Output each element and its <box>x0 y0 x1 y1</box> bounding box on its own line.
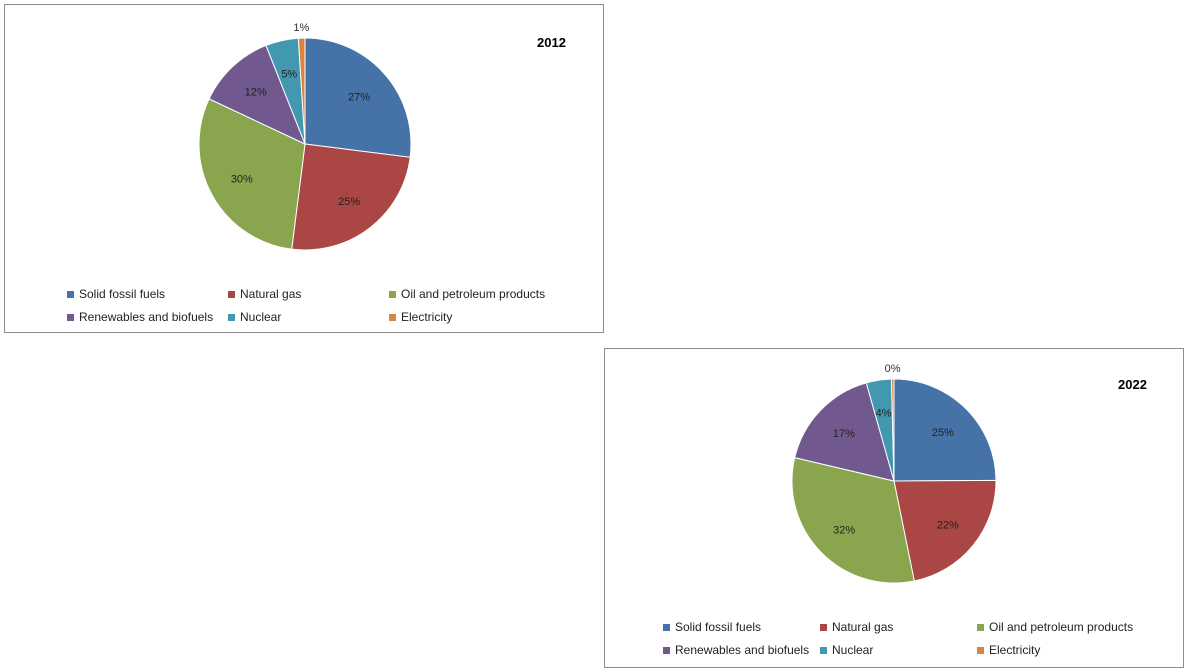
legend-swatch <box>820 646 827 654</box>
legend-label: Solid fossil fuels <box>79 287 166 301</box>
slice-2022-electricity <box>890 378 895 482</box>
legend-item-2022-electricity: Electricity <box>977 643 1040 657</box>
slice-2022-solid-fossil-fuels <box>893 378 997 482</box>
legend-label: Electricity <box>989 643 1041 657</box>
legend-item-2012-solid-fossil-fuels: Solid fossil fuels <box>67 287 165 301</box>
data-label-2012-oil-and-petroleum-products: 30% <box>231 174 253 186</box>
legend-item-2012-electricity: Electricity <box>389 310 452 324</box>
data-label-2012-electricity: 1% <box>293 22 309 34</box>
legend-item-2012-nuclear: Nuclear <box>228 310 281 324</box>
legend-label: Nuclear <box>240 310 282 324</box>
legend-swatch <box>67 313 74 321</box>
slice-2022-renewables-and-biofuels <box>794 382 895 482</box>
legend-label: Natural gas <box>832 620 894 634</box>
data-label-2022-renewables-and-biofuels: 17% <box>833 428 855 440</box>
pie-chart-2022: 25% 22% 32% 17% 4% 0% 2022 Solid fossil fuels… <box>604 348 1184 668</box>
legend-item-2022-oil-and-petroleum-products: Oil and petroleum products <box>977 620 1133 634</box>
legend-swatch <box>228 313 235 321</box>
slice-2012-renewables-and-biofuels <box>208 44 306 145</box>
legend-label: Nuclear <box>832 643 874 657</box>
data-label-2022-nuclear: 4% <box>876 407 892 419</box>
legend-swatch <box>663 646 670 654</box>
chart-title-2022: 2022 <box>1118 377 1147 392</box>
legend-label: Natural gas <box>240 287 302 301</box>
pie-2012-svg: 27% 25% 30% 12% 5% 1% <box>198 22 412 251</box>
legend-label: Renewables and biofuels <box>675 643 810 657</box>
legend-item-2022-nuclear: Nuclear <box>820 643 873 657</box>
legend-item-2012-renewables-and-biofuels: Renewables and biofuels <box>67 310 213 324</box>
legend-swatch <box>663 623 670 631</box>
legend-swatch <box>977 646 984 654</box>
legend-swatch <box>67 290 74 298</box>
pie-2022-svg: 25% 22% 32% 17% 4% 0% <box>791 363 997 584</box>
data-label-2022-solid-fossil-fuels: 25% <box>932 427 954 439</box>
data-label-2012-renewables-and-biofuels: 12% <box>245 86 267 98</box>
legend-label: Renewables and biofuels <box>79 310 214 324</box>
slice-2012-oil-and-petroleum-products <box>198 98 306 250</box>
legend-label: Electricity <box>401 310 453 324</box>
legend-item-2012-oil-and-petroleum-products: Oil and petroleum products <box>389 287 545 301</box>
slice-2022-oil-and-petroleum-products <box>791 456 915 584</box>
legend-swatch <box>977 623 984 631</box>
slice-2012-solid-fossil-fuels <box>304 37 412 158</box>
legend-swatch <box>389 313 396 321</box>
legend-item-2012-natural-gas: Natural gas <box>228 287 301 301</box>
pie-chart-2012: 27% 25% 30% 12% 5% 1% 2012 Solid fossil fuels… <box>4 4 604 333</box>
legend-label: Oil and petroleum products <box>401 287 546 301</box>
legend-label: Solid fossil fuels <box>675 620 762 634</box>
data-label-2012-solid-fossil-fuels: 27% <box>348 91 370 103</box>
slice-2022-natural-gas <box>893 479 997 582</box>
legend-swatch <box>228 290 235 298</box>
data-label-2012-nuclear: 5% <box>281 69 297 81</box>
legend-swatch <box>389 290 396 298</box>
data-label-2022-electricity: 0% <box>885 363 901 375</box>
slice-2012-electricity <box>297 37 306 145</box>
legend-swatch <box>820 623 827 631</box>
legend-item-2022-solid-fossil-fuels: Solid fossil fuels <box>663 620 761 634</box>
slice-2012-natural-gas <box>291 143 411 251</box>
legend-label: Oil and petroleum products <box>989 620 1134 634</box>
legend-item-2022-natural-gas: Natural gas <box>820 620 893 634</box>
data-label-2022-oil-and-petroleum-products: 32% <box>833 524 855 536</box>
legend-item-2022-renewables-and-biofuels: Renewables and biofuels <box>663 643 809 657</box>
data-label-2012-natural-gas: 25% <box>338 196 360 208</box>
chart-title-2012: 2012 <box>537 35 566 50</box>
data-label-2022-natural-gas: 22% <box>937 520 959 532</box>
